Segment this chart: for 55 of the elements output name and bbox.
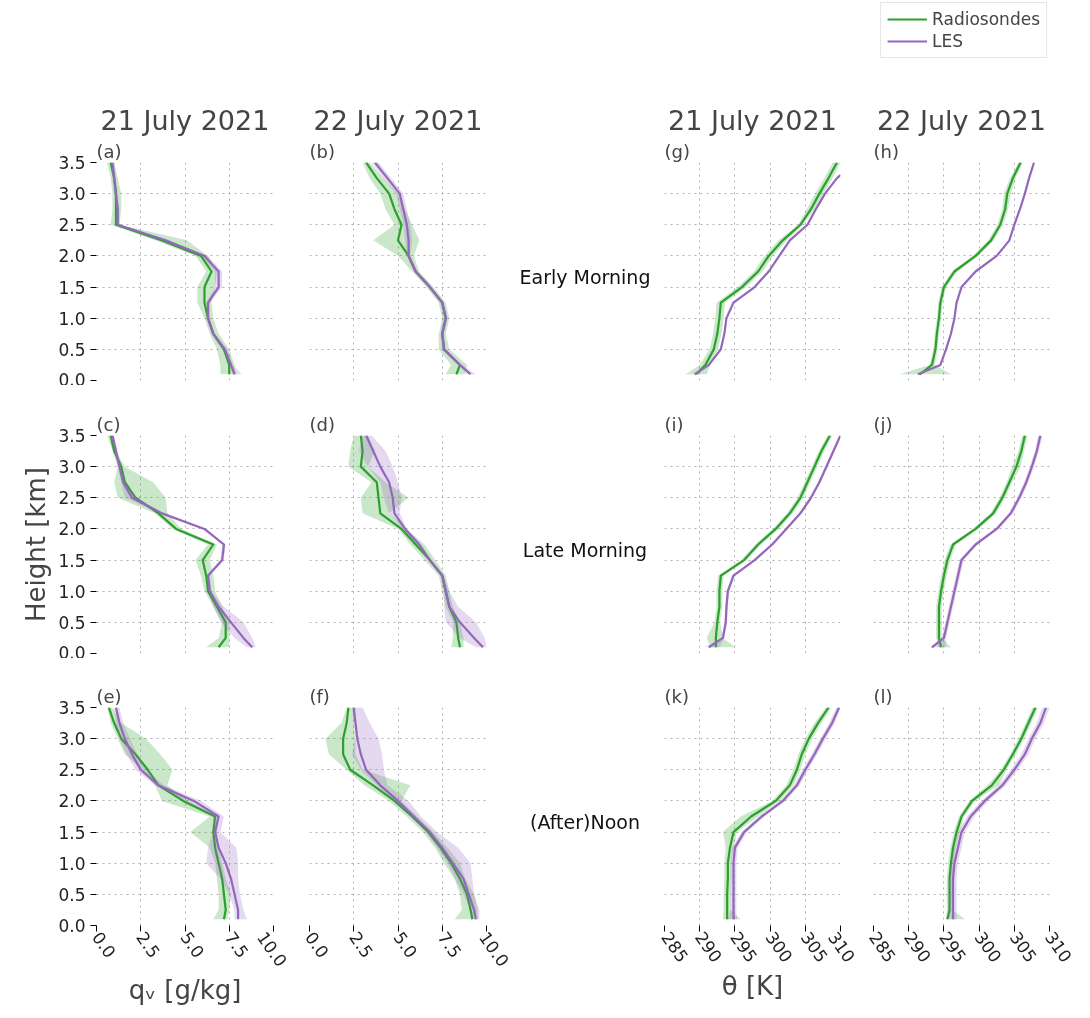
y-tick-label: 3.5 (58, 698, 86, 718)
y-tick-label: 1.0 (58, 308, 86, 329)
x-tick-label: 7.5 (433, 928, 466, 962)
y-tick-label: 3.0 (58, 457, 86, 478)
y-tick-label: 1.5 (58, 277, 86, 298)
y-axis-title: Height [km] (21, 467, 52, 622)
x-tick-label: 5.0 (389, 928, 422, 962)
chart-subtitle: (f) (309, 685, 330, 707)
chart-title: 21 July 2021 (668, 104, 837, 136)
x-axis-title: θ [K] (721, 970, 784, 1001)
chart-title: 22 July 2021 (877, 104, 1046, 136)
chart-subtitle: (k) (664, 685, 689, 707)
chart-subtitle: (g) (664, 140, 690, 162)
chart-subtitle: (e) (96, 685, 122, 707)
y-tick-label: 2.0 (58, 246, 86, 267)
y-tick-label: 1.0 (58, 581, 86, 602)
chart-subtitle: (a) (96, 140, 122, 162)
x-tick-label: 5.0 (176, 928, 209, 962)
y-tick-label: 3.5 (58, 153, 86, 173)
y-tick-label: 2.5 (58, 215, 86, 236)
legend-label: LES (932, 31, 964, 51)
chart-subtitle: (j) (873, 413, 893, 435)
chart-title: 21 July 2021 (100, 104, 270, 136)
y-tick-label: 0.5 (58, 339, 86, 360)
chart-subtitle: (c) (96, 413, 121, 435)
text: Late Morning (522, 538, 648, 563)
x-tick-label: 7.5 (220, 928, 253, 962)
x-tick-label: 0.0 (87, 928, 120, 962)
chart-subtitle: (h) (873, 140, 899, 162)
chart-subtitle: (d) (309, 413, 335, 435)
x-axis-title: qᵥ [g/kg] (128, 974, 242, 1005)
x-tick-label: 2.5 (345, 928, 378, 962)
x-tick-label: 2.5 (132, 928, 165, 962)
y-tick-label: 0.5 (58, 884, 86, 905)
legend-label: Radiosondes (932, 9, 1040, 29)
x-tick-label: 0.0 (300, 928, 333, 962)
y-tick-label: 0.0 (58, 369, 86, 390)
y-tick-label: 0.0 (58, 642, 86, 663)
chart-subtitle: (b) (309, 140, 335, 162)
y-tick-label: 2.5 (58, 760, 86, 781)
y-tick-label: 2.0 (58, 519, 86, 540)
chart-subtitle: (l) (873, 685, 893, 707)
y-tick-label: 3.0 (58, 184, 86, 205)
text: Early Morning (519, 265, 651, 290)
y-tick-label: 3.5 (58, 426, 86, 446)
y-tick-label: 3.0 (58, 729, 86, 750)
y-tick-label: 0.5 (58, 612, 86, 633)
y-tick-label: 2.0 (58, 791, 86, 812)
y-tick-label: 1.5 (58, 550, 86, 571)
text: (After)Noon (530, 810, 640, 835)
y-tick-label: 1.5 (58, 822, 86, 843)
chart-title: 22 July 2021 (313, 104, 483, 136)
y-tick-label: 1.0 (58, 853, 86, 874)
y-tick-label: 2.5 (58, 488, 86, 509)
chart-subtitle: (i) (664, 413, 684, 435)
